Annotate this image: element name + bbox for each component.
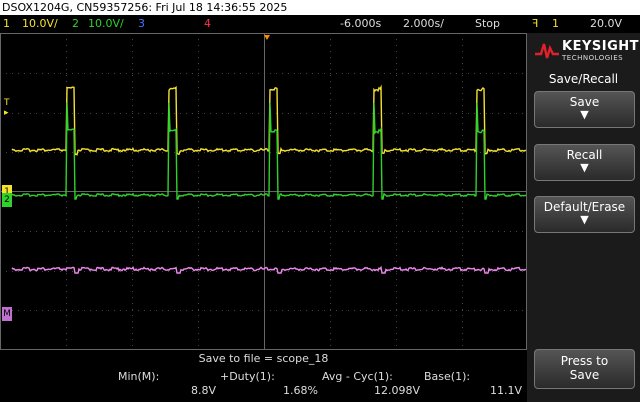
trigger-level[interactable]: 20.0V (590, 17, 623, 30)
recall-softkey-label: Recall (566, 148, 603, 162)
measurement-base[interactable]: Base(1): 11.1V (424, 370, 522, 397)
ch1-scale[interactable]: 10.0V/ (22, 17, 58, 30)
ch2-label[interactable]: 2 (72, 17, 79, 30)
down-arrow-icon: ▼ (580, 213, 589, 226)
ch3-label[interactable]: 3 (138, 17, 145, 30)
window-title: DSOX1204G, CN59357256: Fri Jul 18 14:36:… (0, 0, 640, 15)
save-to-file-status: Save to file = scope_18 (198, 352, 329, 365)
ch2-ground-marker[interactable]: 2 (2, 193, 12, 207)
measurement-avg-cyc[interactable]: Avg - Cyc(1): 12.098V (322, 370, 420, 397)
trigger-position-marker[interactable] (264, 35, 270, 40)
press-to-save-softkey[interactable]: Press to Save (534, 349, 635, 389)
ch1-ground-marker[interactable]: 1 (2, 185, 12, 199)
trigger-level-marker[interactable]: T ▸ (4, 98, 10, 118)
math-waveform (11, 265, 527, 274)
save-softkey-label: Save (569, 95, 600, 109)
keysight-logo: KEYSIGHT TECHNOLOGIES (535, 38, 639, 64)
trigger-source[interactable]: 1 (552, 17, 559, 30)
ch1-label[interactable]: 1 (3, 17, 10, 30)
measurement-bar: Save to file = scope_18 Min(M): 8.8V +Du… (0, 350, 527, 402)
keysight-wave-icon (535, 43, 559, 59)
default-erase-softkey-label: Default/Erase (543, 200, 626, 214)
measurement-min[interactable]: Min(M): 8.8V (118, 370, 216, 397)
waveform-display (0, 33, 527, 350)
down-arrow-icon: ▼ (580, 108, 589, 121)
top-status-bar: 1 10.0V/ 2 10.0V/ 3 4 -6.000s 2.000s/ St… (0, 15, 640, 33)
trigger-slope-icon: ꟻ (532, 17, 539, 30)
save-softkey[interactable]: Save ▼ (534, 91, 635, 128)
ch2-waveform (11, 102, 527, 200)
run-state[interactable]: Stop (475, 17, 501, 30)
measurement-duty[interactable]: +Duty(1): 1.68% (220, 370, 318, 397)
softkey-menu: KEYSIGHT TECHNOLOGIES Save/Recall Save ▼… (527, 33, 640, 402)
menu-title: Save/Recall (548, 72, 619, 86)
math-ground-marker[interactable]: M (2, 307, 12, 321)
timebase[interactable]: 2.000s/ (403, 17, 444, 30)
down-arrow-icon: ▼ (580, 161, 589, 174)
horizontal-delay[interactable]: -6.000s (340, 17, 382, 30)
recall-softkey[interactable]: Recall ▼ (534, 144, 635, 181)
ch4-label[interactable]: 4 (204, 17, 211, 30)
ch2-scale[interactable]: 10.0V/ (88, 17, 124, 30)
default-erase-softkey[interactable]: Default/Erase ▼ (534, 196, 635, 233)
